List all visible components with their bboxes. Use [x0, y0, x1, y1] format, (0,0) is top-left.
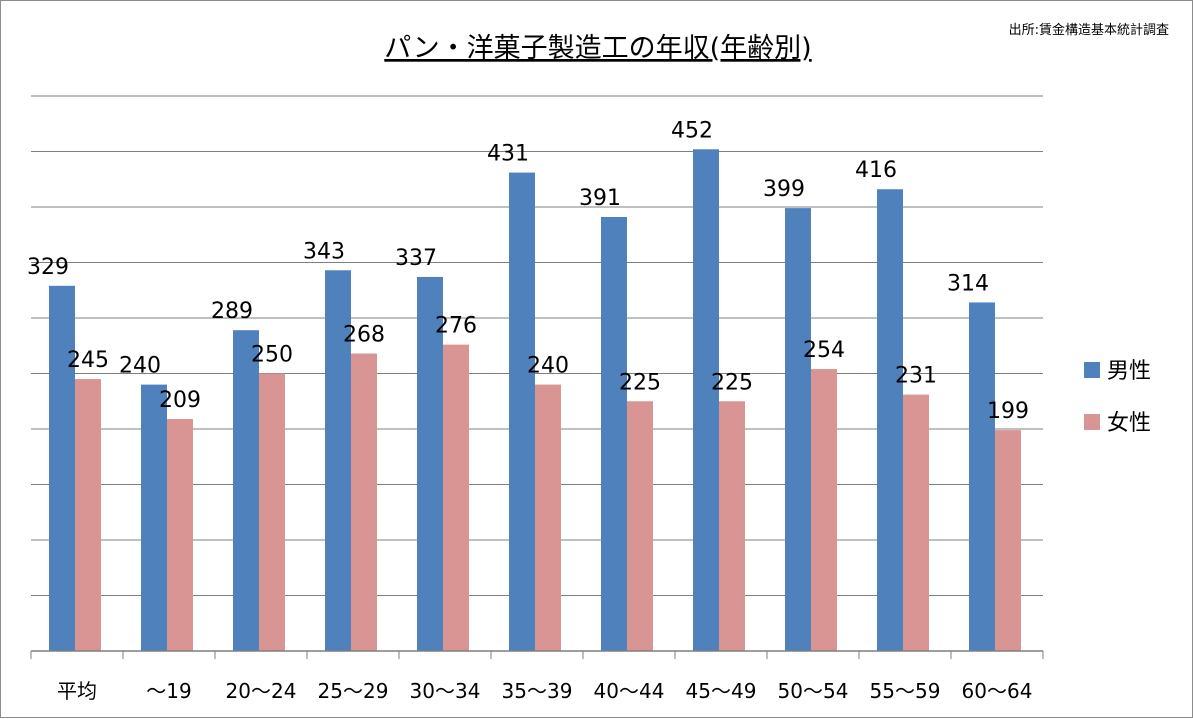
data-label: 268 [343, 323, 385, 348]
data-label: 343 [303, 239, 345, 264]
bar-female [351, 353, 377, 651]
bar-female [811, 369, 837, 651]
chart-source: 出所:賃金構造基本統計調査 [1009, 22, 1169, 38]
data-label: 209 [159, 388, 201, 413]
data-label: 314 [947, 271, 989, 296]
x-tick-label: 〜19 [146, 679, 191, 703]
bar-female [167, 419, 193, 651]
x-tick-label: 30〜34 [410, 679, 481, 703]
data-label: 254 [803, 338, 845, 363]
x-tick-label: 55〜59 [870, 679, 941, 703]
legend-swatch [1084, 362, 1100, 378]
bar-female [995, 430, 1021, 651]
legend-label: 女性 [1107, 411, 1151, 436]
data-label: 245 [67, 348, 109, 373]
data-label: 399 [763, 177, 805, 202]
data-labels: 329 245 240 209 289 250 343 268 337 276 431 240 391 2… [27, 118, 1029, 424]
bar-male [693, 149, 719, 651]
bars [49, 149, 1021, 652]
x-tick-label: 平均 [57, 679, 97, 703]
data-label: 240 [527, 354, 569, 379]
gridlines [31, 95, 1043, 596]
data-label: 250 [251, 343, 293, 368]
data-label: 289 [211, 299, 253, 324]
bar-female [627, 401, 653, 651]
bar-female [719, 401, 745, 651]
bar-female [259, 373, 285, 651]
bar-female [443, 344, 469, 651]
bar-male [325, 270, 351, 651]
bar-male [509, 172, 535, 651]
x-tick-label: 35〜39 [502, 679, 573, 703]
x-tick-label: 25〜29 [318, 679, 389, 703]
x-axis: 平均 〜19 20〜24 25〜29 30〜34 35〜39 40〜44 45〜49 50〜54… [30, 650, 1044, 703]
data-label: 225 [711, 370, 753, 395]
data-label: 276 [435, 314, 477, 339]
data-label: 225 [619, 370, 661, 395]
x-tick-label: 45〜49 [686, 679, 757, 703]
legend-swatch [1084, 414, 1100, 430]
bar-male [141, 384, 167, 651]
bar-male [417, 276, 443, 651]
data-label: 416 [855, 158, 897, 183]
x-tick-label: 60〜64 [962, 679, 1033, 703]
bar-male [877, 189, 903, 652]
data-label: 199 [987, 399, 1029, 424]
bar-female [903, 394, 929, 651]
bar-male [785, 208, 811, 652]
bar-female [535, 384, 561, 651]
data-label: 337 [395, 246, 437, 271]
data-label: 231 [895, 364, 937, 389]
bar-male [49, 285, 75, 651]
data-label: 240 [119, 354, 161, 379]
x-tick-label: 50〜54 [778, 679, 849, 703]
chart-title: パン・洋菓子製造工の年収(年齢別) [384, 33, 811, 64]
x-tick-label: 20〜24 [226, 679, 297, 703]
data-label: 329 [27, 255, 69, 280]
data-label: 391 [579, 186, 621, 211]
legend-label: 男性 [1107, 359, 1151, 384]
bar-male [601, 216, 627, 652]
bar-male [969, 302, 995, 651]
bar-female [75, 379, 101, 651]
data-label: 452 [671, 118, 713, 143]
data-label: 431 [487, 142, 529, 167]
bar-male [233, 330, 259, 651]
x-tick-label: 40〜44 [594, 679, 665, 703]
